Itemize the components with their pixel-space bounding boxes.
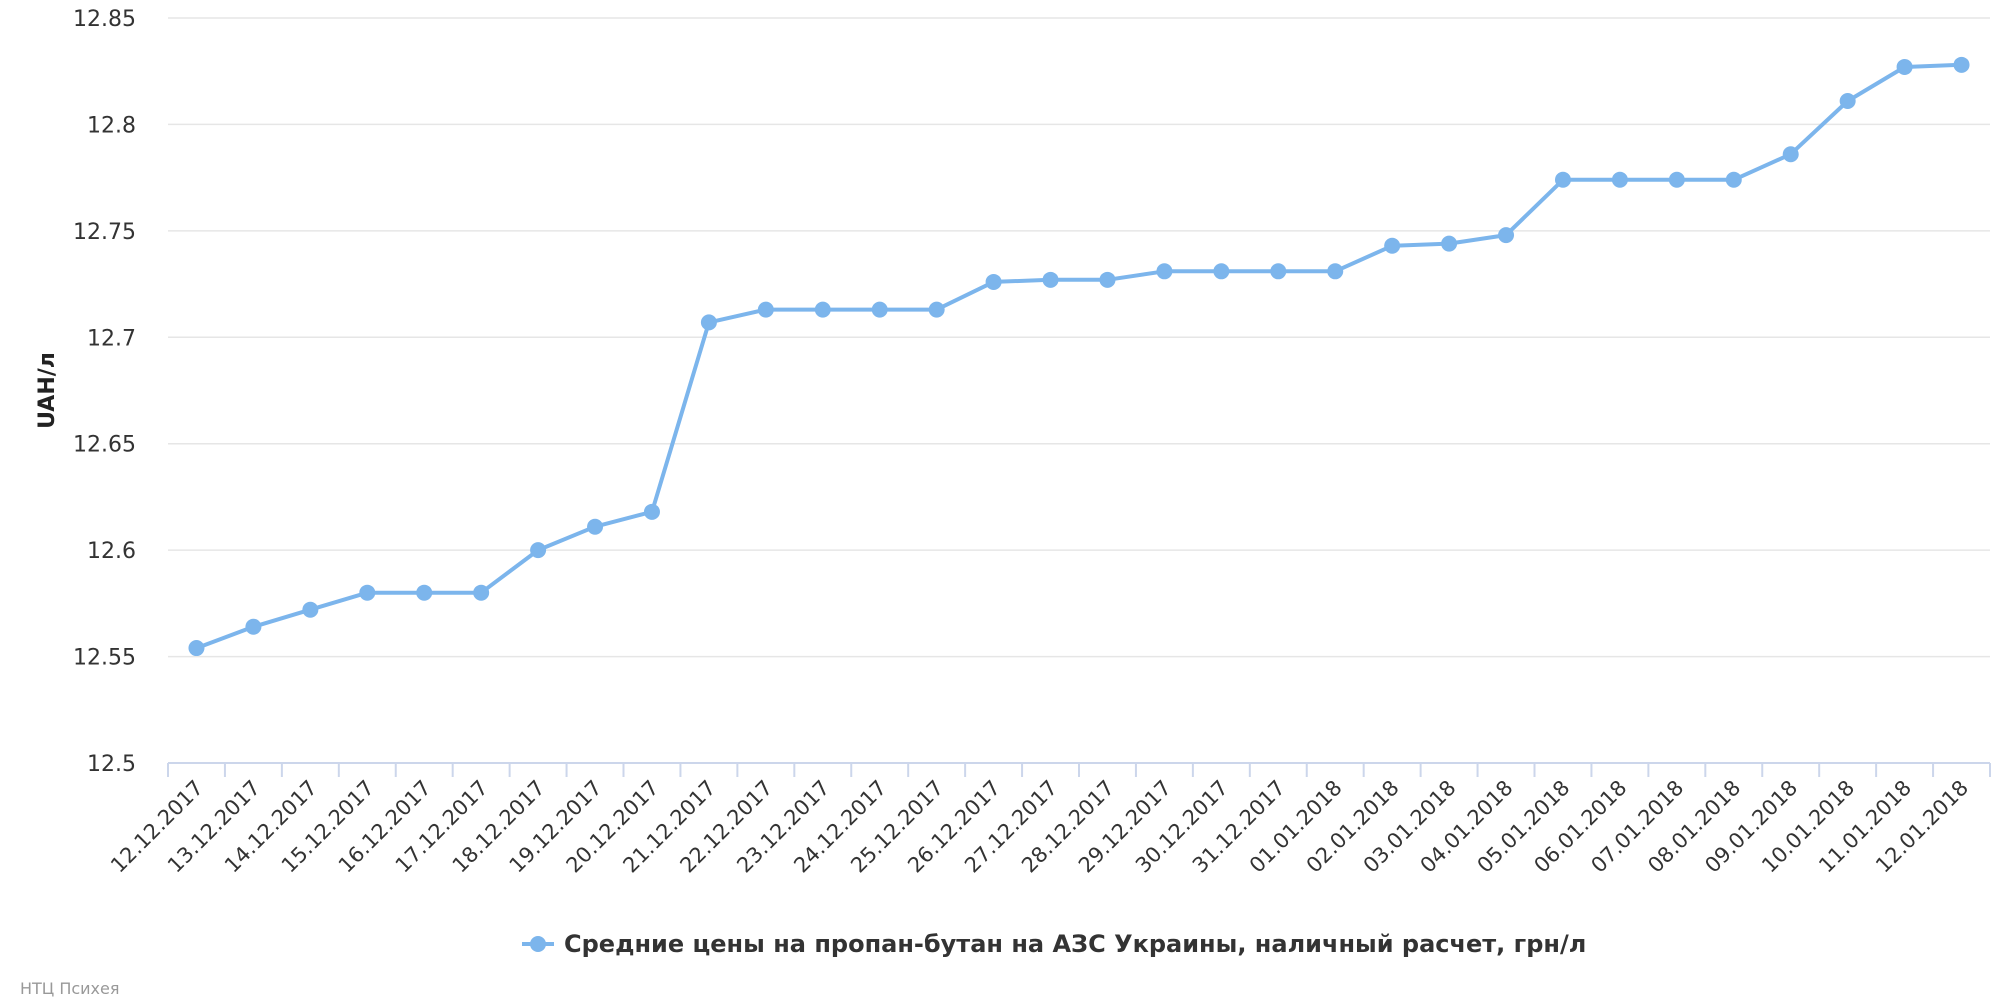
data-point [1042, 271, 1059, 288]
y-tick-label: 12.5 [87, 752, 136, 777]
y-axis-ticks: 12.5 12.55 12.6 12.65 12.7 12.75 12.8 12.85 [73, 7, 136, 777]
data-point [700, 314, 717, 331]
data-point [643, 503, 660, 520]
series-layer [188, 56, 1970, 657]
data-point [1213, 263, 1230, 280]
data-point [1839, 93, 1856, 110]
data-point [757, 301, 774, 318]
data-point [1099, 271, 1116, 288]
data-point [1498, 227, 1515, 244]
data-point [1725, 171, 1742, 188]
data-point [1953, 56, 1970, 73]
data-point [359, 584, 376, 601]
y-tick-label: 12.85 [73, 7, 136, 32]
data-point [416, 584, 433, 601]
data-point [1270, 263, 1287, 280]
data-point [473, 584, 490, 601]
legend-marker-icon [530, 936, 546, 952]
data-point [1554, 171, 1571, 188]
data-point [188, 640, 205, 657]
data-point [985, 273, 1002, 290]
data-point [1896, 58, 1913, 75]
data-point [1327, 263, 1344, 280]
data-point [1441, 235, 1458, 252]
data-point [245, 618, 262, 635]
data-point [1782, 146, 1799, 163]
legend[interactable]: Средние цены на пропан-бутан на АЗС Укра… [522, 930, 1586, 958]
data-point [1384, 237, 1401, 254]
y-tick-label: 12.7 [87, 326, 136, 351]
legend-label: Средние цены на пропан-бутан на АЗС Укра… [564, 930, 1586, 958]
data-point [587, 518, 604, 535]
y-tick-label: 12.75 [73, 220, 136, 245]
gridlines [168, 17, 1990, 658]
y-tick-label: 12.8 [87, 113, 136, 138]
data-point [871, 301, 888, 318]
data-point [530, 542, 547, 559]
credits-label[interactable]: НТЦ Психея [20, 979, 119, 998]
data-point [1156, 263, 1173, 280]
data-point [814, 301, 831, 318]
x-axis: 12.12.201713.12.201714.12.201715.12.2017… [106, 762, 1991, 878]
data-point [1668, 171, 1685, 188]
y-tick-label: 12.65 [73, 433, 136, 458]
data-point [302, 601, 319, 618]
y-tick-label: 12.6 [87, 539, 136, 564]
data-point [1611, 171, 1628, 188]
y-tick-label: 12.55 [73, 646, 136, 671]
series-line [194, 62, 1964, 651]
data-point [928, 301, 945, 318]
y-axis-label: UAH/л [35, 352, 60, 429]
